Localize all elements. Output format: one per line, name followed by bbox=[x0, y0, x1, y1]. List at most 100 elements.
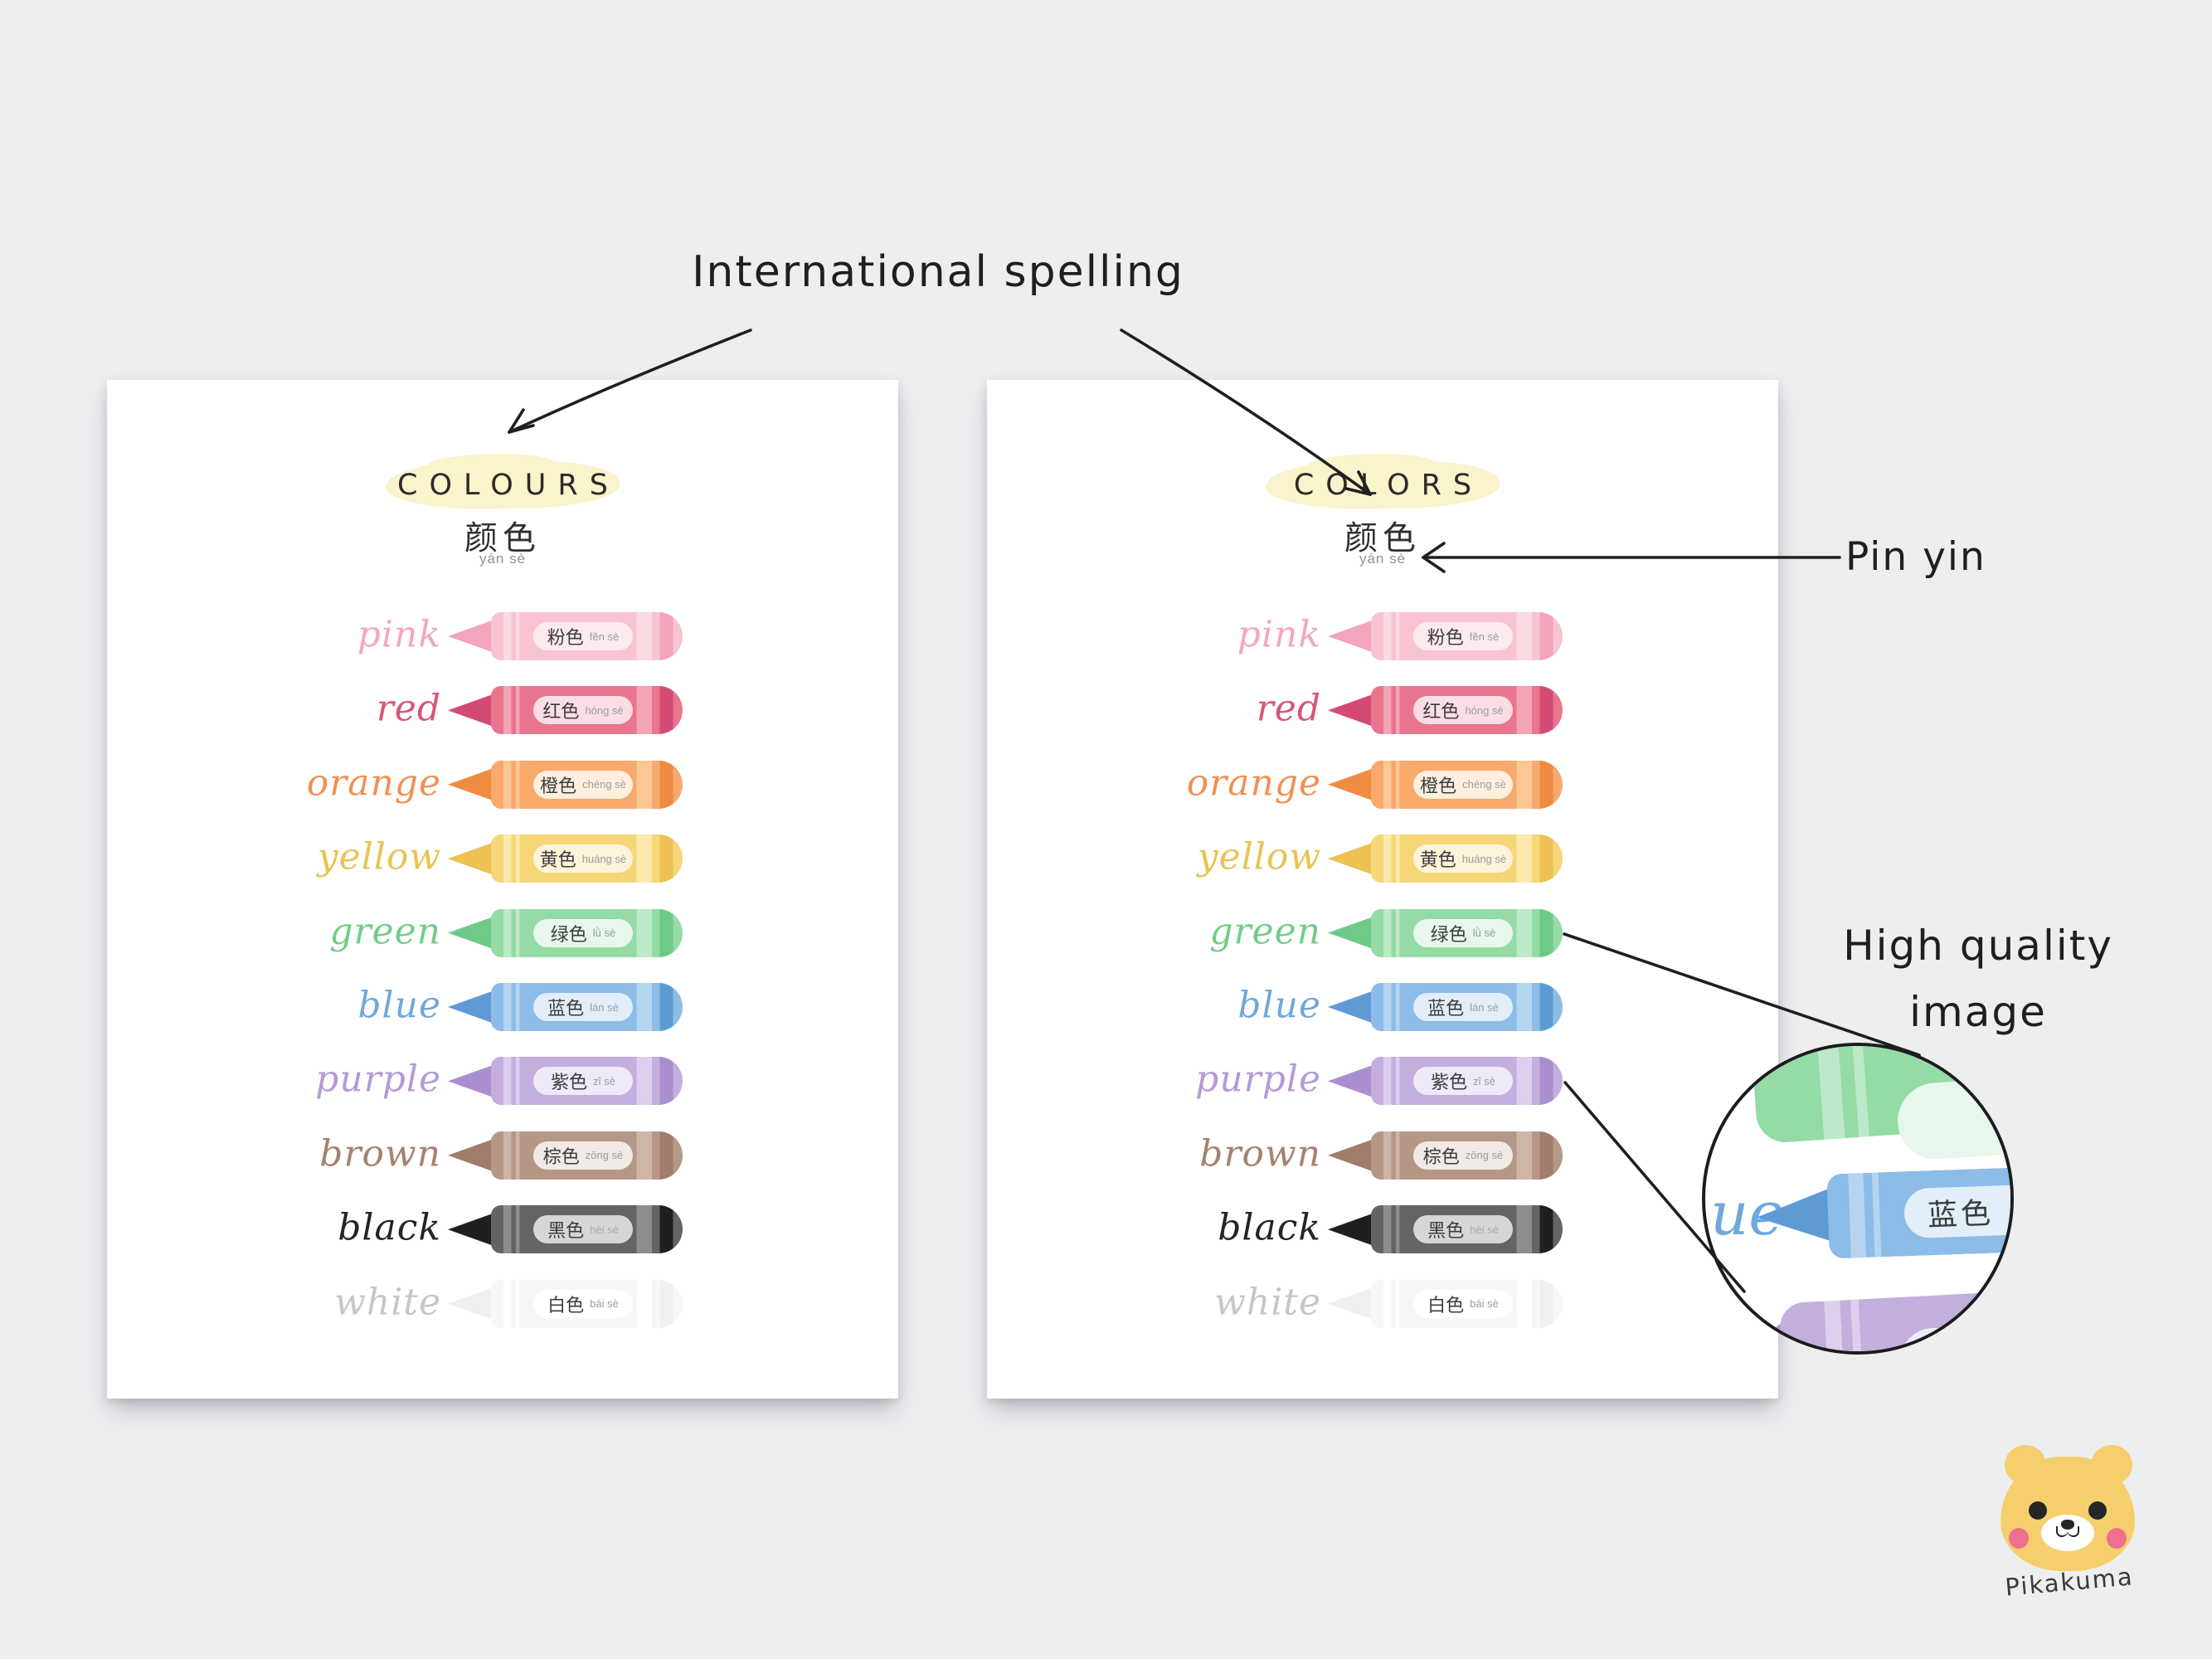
crayon-label-chinese: 黑色 bbox=[1427, 1221, 1465, 1243]
crayon-row-purple: purple 紫色 zǐ sè bbox=[987, 1056, 1778, 1106]
crayon-label-chinese: 绿色 bbox=[550, 924, 587, 946]
crayon-color-word: green bbox=[329, 910, 441, 953]
crayon-label-pill: 黑色 hēi sè bbox=[1413, 1215, 1513, 1244]
crayon-rows: pink 粉色 fěn sè red 红色 hóng sè orange 橙色 … bbox=[987, 380, 1778, 1399]
crayon-label-pill: 黄色 huáng sè bbox=[1413, 844, 1513, 873]
crayon-tip bbox=[448, 1213, 494, 1247]
magnifier-circle: ue 蓝色 bbox=[1702, 1043, 2014, 1355]
poster-title-wrap: COLOURS bbox=[107, 458, 898, 511]
crayon-tip bbox=[1328, 916, 1374, 950]
crayon-label-pinyin: lǜ sè bbox=[592, 927, 616, 940]
crayon-label-chinese: 紫色 bbox=[1431, 1073, 1468, 1094]
crayon-tip bbox=[448, 916, 494, 950]
crayon-row-white: white 白色 bái sè bbox=[987, 1279, 1778, 1329]
crayon-row-black: black 黑色 hēi sè bbox=[107, 1204, 898, 1254]
crayon-color-word: red bbox=[1256, 687, 1321, 730]
crayon-label-pill: 棕色 zōng sè bbox=[533, 1141, 633, 1170]
crayon-color-word: orange bbox=[1186, 761, 1321, 805]
crayon-label-pinyin: zōng sè bbox=[585, 1149, 624, 1162]
crayon-row-white: white 白色 bái sè bbox=[107, 1279, 898, 1329]
crayon-body: 橙色 chéng sè bbox=[1371, 760, 1563, 809]
crayon-label-pill: 蓝色 lán sè bbox=[533, 993, 633, 1021]
crayon-label-chinese: 黑色 bbox=[547, 1221, 585, 1243]
pikakuma-logo: Pikakuma bbox=[1991, 1442, 2148, 1612]
crayon-label-chinese: 蓝色 bbox=[1427, 999, 1465, 1019]
crayon-label-chinese: 红色 bbox=[1422, 702, 1460, 723]
crayon-label-pill: 蓝色 lán sè bbox=[1413, 993, 1513, 1021]
crayon-label-pinyin: fěn sè bbox=[589, 630, 620, 643]
crayon-body: 黑色 hēi sè bbox=[1371, 1205, 1563, 1254]
crayon-color-word: white bbox=[1214, 1281, 1321, 1324]
crayon-body: 黄色 huáng sè bbox=[491, 834, 683, 883]
poster-subtitle-pinyin: yán sè bbox=[479, 551, 527, 567]
crayon-label-pill: 红色 hóng sè bbox=[533, 696, 633, 725]
crayon-label-pinyin: huáng sè bbox=[1461, 852, 1507, 865]
crayon-tip bbox=[1328, 620, 1374, 653]
crayon-color-word: blue bbox=[357, 984, 441, 1027]
crayon-body: 绿色 lǜ sè bbox=[491, 908, 683, 957]
crayon-color-word: green bbox=[1209, 910, 1321, 953]
crayon-tip bbox=[448, 767, 494, 801]
crayon-tip bbox=[448, 1138, 494, 1172]
poster-colours-uk: COLOURS 颜色 yán sè pink 粉色 fěn sè red 红色 … bbox=[107, 380, 898, 1399]
crayon-label-pill: 橙色 chéng sè bbox=[1413, 770, 1513, 799]
crayon-label-pinyin: zǐ sè bbox=[593, 1074, 615, 1087]
crayon-label-pinyin: hóng sè bbox=[585, 703, 624, 717]
crayon-label-chinese: 白色 bbox=[547, 1295, 585, 1316]
crayon-tip bbox=[1328, 767, 1374, 801]
crayon-label-chinese: 黄色 bbox=[1419, 850, 1456, 872]
logo-text: Pikakuma bbox=[2004, 1562, 2135, 1602]
crayon-label-pinyin: huáng sè bbox=[581, 852, 627, 865]
crayon-body: 紫色 zǐ sè bbox=[491, 1057, 683, 1106]
crayon-tip bbox=[448, 1064, 494, 1098]
crayon-body: 黄色 huáng sè bbox=[1371, 834, 1563, 883]
crayon-label-chinese: 棕色 bbox=[1422, 1146, 1460, 1168]
crayon-row-brown: brown 棕色 zōng sè bbox=[107, 1131, 898, 1180]
crayon-color-word: blue bbox=[1237, 984, 1321, 1027]
crayon-label-chinese: 粉色 bbox=[547, 628, 584, 649]
crayon-label-pinyin: chéng sè bbox=[582, 778, 626, 791]
crayon-label-chinese: 白色 bbox=[1427, 1295, 1465, 1316]
crayon-label-pill: 粉色 fěn sè bbox=[533, 622, 633, 650]
crayon-tip bbox=[448, 693, 494, 727]
crayon-label-pinyin: zōng sè bbox=[1465, 1149, 1504, 1162]
crayon-label-pinyin: fěn sè bbox=[1469, 630, 1500, 643]
crayon-color-word: orange bbox=[306, 761, 441, 805]
crayon-rows: pink 粉色 fěn sè red 红色 hóng sè orange 橙色 … bbox=[107, 380, 898, 1399]
crayon-label-chinese: 黄色 bbox=[539, 850, 576, 872]
crayon-body: 红色 hóng sè bbox=[1371, 686, 1563, 735]
crayon-body: 蓝色 lán sè bbox=[491, 983, 683, 1031]
crayon-row-purple: purple 紫色 zǐ sè bbox=[107, 1056, 898, 1106]
crayon-label-pill: 黄色 huáng sè bbox=[533, 844, 633, 873]
crayon-body: 粉色 fěn sè bbox=[491, 612, 683, 660]
crayon-body: 蓝色 lán sè bbox=[1371, 983, 1563, 1031]
annotation-international-spelling: International spelling bbox=[692, 247, 1184, 297]
crayon-color-word: brown bbox=[319, 1132, 441, 1175]
crayon-label-pill: 粉色 fěn sè bbox=[1413, 622, 1513, 650]
magnified-blue-label-chinese: 蓝色 bbox=[1927, 1196, 1995, 1233]
crayon-label-pinyin: hóng sè bbox=[1465, 703, 1504, 717]
crayon-tip bbox=[448, 990, 494, 1024]
bear-mouth bbox=[2067, 1526, 2079, 1537]
crayon-label-pinyin: lán sè bbox=[1470, 1000, 1499, 1014]
annotation-high-quality-image: High quality image bbox=[1746, 912, 2210, 1045]
crayon-color-word: black bbox=[338, 1206, 441, 1249]
crayon-label-pill: 白色 bái sè bbox=[1413, 1289, 1513, 1318]
crayon-label-pinyin: bái sè bbox=[1470, 1297, 1499, 1311]
crayon-tip bbox=[1328, 1213, 1374, 1247]
poster-subtitle-pinyin: yán sè bbox=[1359, 551, 1407, 567]
crayon-tip bbox=[448, 842, 494, 876]
crayon-body: 绿色 lǜ sè bbox=[1371, 908, 1563, 957]
crayon-body: 红色 hóng sè bbox=[491, 686, 683, 735]
crayon-row-orange: orange 橙色 chéng sè bbox=[107, 760, 898, 810]
crayon-color-word: purple bbox=[1195, 1058, 1321, 1101]
magnified-purple-label-pill bbox=[1900, 1328, 2010, 1351]
crayon-label-chinese: 紫色 bbox=[551, 1073, 588, 1094]
crayon-body: 棕色 zōng sè bbox=[1371, 1131, 1563, 1180]
crayon-color-word: black bbox=[1218, 1206, 1321, 1249]
crayon-label-chinese: 橙色 bbox=[540, 776, 577, 797]
crayon-label-pill: 红色 hóng sè bbox=[1413, 696, 1513, 725]
poster-title: COLOURS bbox=[397, 469, 620, 502]
poster-subtitle-chinese: 颜色 bbox=[464, 519, 541, 557]
crayon-label-pill: 白色 bái sè bbox=[533, 1289, 633, 1318]
